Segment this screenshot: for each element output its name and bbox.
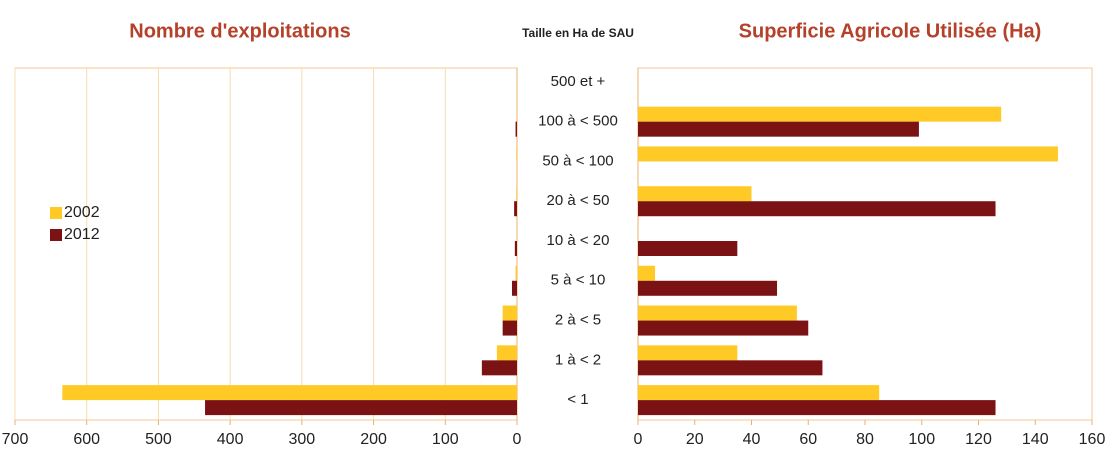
x-tick-label: 700	[2, 431, 29, 448]
bar	[638, 146, 1058, 162]
bar	[502, 320, 517, 336]
bar	[638, 186, 752, 202]
bar	[511, 280, 517, 296]
bar	[638, 385, 880, 401]
bar	[638, 360, 823, 376]
center-label: Taille en Ha de SAU	[522, 26, 634, 40]
bar	[638, 320, 809, 336]
x-tick-label: 60	[799, 431, 817, 448]
category-label: 100 à < 500	[538, 113, 618, 130]
bar	[514, 241, 517, 256]
plot-frame	[14, 67, 518, 421]
bar	[638, 345, 738, 361]
x-tick-label: 100	[908, 431, 935, 448]
bar	[514, 201, 517, 217]
bar	[638, 265, 656, 281]
x-tick-label: 100	[432, 431, 459, 448]
x-tick-label: 80	[856, 431, 874, 448]
legend-swatch	[50, 207, 62, 219]
bar	[638, 106, 1002, 122]
left-title: Nombre d'exploitations	[129, 20, 350, 42]
legend-swatch	[50, 229, 62, 241]
x-tick-label: 0	[513, 431, 522, 448]
x-tick-label: 0	[634, 431, 643, 448]
x-tick-label: 140	[1022, 431, 1049, 448]
bar	[638, 121, 919, 137]
category-label: 2 à < 5	[555, 312, 601, 329]
bar	[481, 360, 517, 376]
category-label: 500 et +	[551, 73, 606, 90]
x-tick-label: 200	[360, 431, 387, 448]
category-label: 20 à < 50	[547, 192, 610, 209]
x-tick-label: 160	[1079, 431, 1106, 448]
category-label: 5 à < 10	[551, 272, 606, 289]
x-tick-label: 600	[73, 431, 100, 448]
x-tick-label: 40	[743, 431, 761, 448]
x-tick-label: 20	[686, 431, 704, 448]
bar	[516, 146, 517, 162]
legend-label: 2002	[64, 204, 100, 221]
category-label: 10 à < 20	[547, 232, 610, 249]
x-tick-label: 500	[145, 431, 172, 448]
bar	[638, 400, 996, 416]
right-title: Superficie Agricole Utilisée (Ha)	[739, 20, 1042, 42]
category-label: 50 à < 100	[542, 152, 613, 169]
bar	[515, 265, 517, 281]
bar	[638, 241, 738, 256]
category-label: < 1	[567, 391, 588, 408]
x-tick-label: 120	[965, 431, 992, 448]
bar	[205, 400, 518, 416]
legend-label: 2012	[64, 226, 100, 243]
category-label: 1 à < 2	[555, 351, 601, 368]
bar	[638, 280, 778, 296]
bar	[638, 201, 996, 217]
bar	[516, 186, 517, 202]
bar	[515, 121, 517, 137]
x-tick-label: 300	[289, 431, 316, 448]
x-tick-label: 400	[217, 431, 244, 448]
bar	[502, 305, 517, 321]
bar	[496, 345, 517, 361]
bar	[62, 385, 518, 401]
bar	[638, 305, 797, 321]
